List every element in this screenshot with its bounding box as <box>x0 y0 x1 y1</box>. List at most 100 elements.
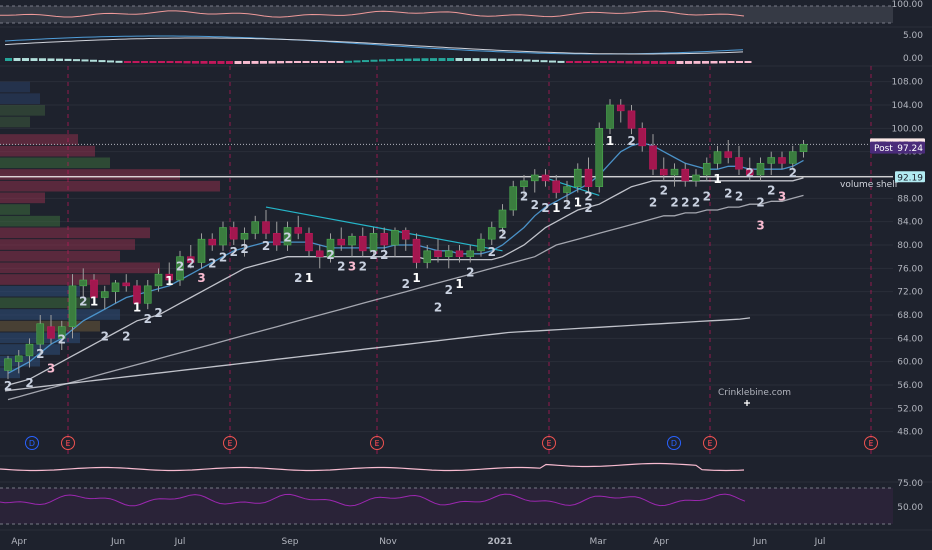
price-tag: Post 97.24 <box>870 141 925 154</box>
candle-body <box>36 323 45 345</box>
macd-histogram-bar <box>183 61 191 64</box>
macd-histogram-bar <box>617 61 624 64</box>
price-axis-label: 68.00 <box>897 311 923 321</box>
dividend-marker-label: D <box>29 439 35 448</box>
price-axis-label: 52.00 <box>897 404 923 414</box>
candle-body <box>47 326 55 339</box>
macd-histogram-bar <box>727 61 735 64</box>
count-mark: 2 <box>326 248 334 262</box>
macd-histogram-bar <box>710 61 718 64</box>
earnings-marker <box>223 436 237 450</box>
volume-profile-bar <box>0 157 110 169</box>
candle-body <box>552 180 561 193</box>
count-mark: 2 <box>176 259 184 273</box>
macd-histogram-bar <box>362 60 369 63</box>
candle-body <box>487 227 496 240</box>
macd-histogram-bar <box>600 61 607 63</box>
price-axis-label: 84.00 <box>897 218 923 228</box>
macd-histogram-bar <box>540 60 548 63</box>
macd-histogram-bar <box>464 58 471 61</box>
count-mark: 2 <box>187 257 195 271</box>
macd-histogram-bar <box>175 61 182 64</box>
count-mark: 2 <box>434 300 442 314</box>
candle-body <box>670 168 679 176</box>
count-mark: 3 <box>756 219 764 233</box>
macd-histogram-bar <box>217 61 225 64</box>
candle-body <box>229 227 238 240</box>
dividend-marker-label: D <box>671 439 677 448</box>
count-mark: 2 <box>703 189 711 203</box>
macd-histogram-bar <box>107 60 114 63</box>
candle-body <box>466 250 475 257</box>
volume-profile-bar <box>0 227 150 239</box>
count-mark: 2 <box>563 198 571 212</box>
candle-body <box>380 233 389 246</box>
macd-histogram-bar <box>141 61 148 63</box>
macd-histogram-bar <box>744 61 752 63</box>
macd-histogram-bar <box>404 58 412 61</box>
candle-body <box>681 168 690 182</box>
candle-body <box>584 168 593 187</box>
count-mark: 2 <box>240 242 248 256</box>
macd-histogram-bar <box>285 61 293 64</box>
macd-histogram-bar <box>676 61 684 64</box>
moving-average-line <box>7 194 804 401</box>
count-mark: 2 <box>402 277 410 291</box>
candle-body <box>133 285 141 304</box>
volume-profile-bar <box>0 116 30 128</box>
time-axis-label: Jul <box>174 537 186 547</box>
price-axis-label: 104.00 <box>892 101 924 111</box>
candle-body <box>799 144 808 152</box>
candle-body <box>111 282 120 292</box>
candle-body <box>197 238 206 263</box>
candle-body <box>401 230 410 240</box>
candle-body <box>520 180 528 187</box>
moving-average-line <box>7 177 804 386</box>
candle-body <box>358 235 367 252</box>
macd-histogram-bar <box>319 61 327 63</box>
price-axis-label: 76.00 <box>897 264 923 274</box>
price-axis-label: 80.00 <box>897 241 923 251</box>
dividend-marker <box>667 436 681 450</box>
count-mark: 2 <box>735 189 743 203</box>
price-tag-value: 97.24 <box>897 144 923 154</box>
count-mark: 2 <box>660 184 668 198</box>
macd-histogram-bar <box>642 61 650 64</box>
volume-profile-bar <box>0 204 30 215</box>
count-mark: 2 <box>649 195 657 209</box>
macd-histogram-bar <box>5 58 12 61</box>
top-panel-band <box>0 6 893 23</box>
macd-histogram-bar <box>421 58 429 61</box>
macd-histogram-bar <box>47 58 55 61</box>
candle-body <box>219 227 227 246</box>
volume-profile-bar <box>0 309 120 320</box>
macd-histogram-bar <box>73 59 80 62</box>
price-tag-label: volume shelf <box>840 180 899 190</box>
count-mark: 2 <box>498 227 506 241</box>
time-axis-label: Jun <box>110 537 125 547</box>
count-mark: 2 <box>692 195 700 209</box>
macd-histogram-bar <box>379 59 386 62</box>
time-axis-label: Jul <box>814 537 826 547</box>
macd-histogram-bar <box>506 58 514 61</box>
macd-histogram-bar <box>370 59 378 62</box>
macd-histogram-bar <box>557 60 565 63</box>
price-axis-label: 64.00 <box>897 334 923 344</box>
volume-profile-bar <box>0 81 30 93</box>
candle-body <box>337 238 346 246</box>
candle-body <box>68 285 77 327</box>
candle-body <box>25 343 34 357</box>
macd-histogram-bar <box>124 61 131 63</box>
time-axis-label: Jun <box>752 537 767 547</box>
count-mark: 2 <box>101 329 109 343</box>
macd-histogram-bar <box>81 59 89 62</box>
macd-histogram-bar <box>115 60 123 63</box>
count-mark: 3 <box>778 189 786 203</box>
macd-histogram-bar <box>234 61 242 64</box>
count-mark: 2 <box>58 332 66 346</box>
candle-body <box>788 151 797 164</box>
count-mark: 3 <box>47 362 55 376</box>
count-mark: 2 <box>219 251 227 265</box>
price-axis-label: 56.00 <box>897 381 923 391</box>
